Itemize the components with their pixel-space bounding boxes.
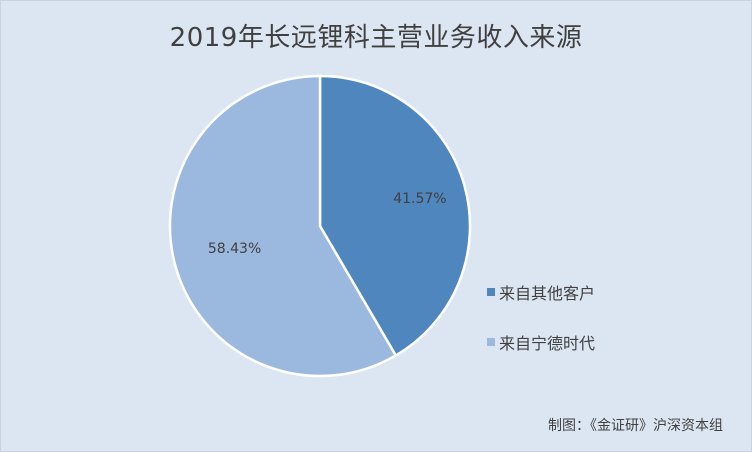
legend-swatch-other-customers	[487, 288, 495, 296]
source-credit: 制图：《金证研》沪深资本组	[548, 418, 723, 434]
legend-item-other-customers: 来自其他客户	[487, 282, 596, 303]
legend-label-catl: 来自宁德时代	[499, 334, 596, 353]
chart-title: 2019年长远锂科主营业务收入来源	[169, 23, 583, 53]
legend-swatch-catl	[487, 338, 495, 346]
data-label-catl: 58.43%	[208, 241, 261, 257]
legend-item-catl: 来自宁德时代	[487, 332, 596, 353]
pie-slice-other-customers	[318, 74, 472, 357]
pie-slice-catl	[168, 74, 398, 378]
data-label-other-customers: 41.57%	[393, 191, 446, 207]
legend-label-other-customers: 来自其他客户	[499, 284, 596, 303]
